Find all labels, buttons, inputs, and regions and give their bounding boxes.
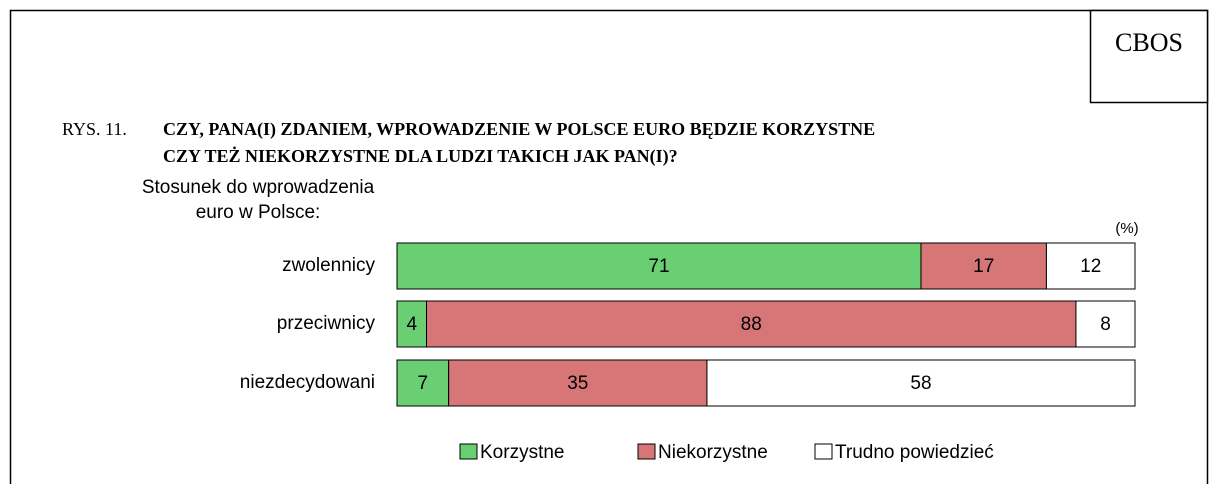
- chart-title: CZY TEŻ NIEKORZYSTNE DLA LUDZI TAKICH JA…: [163, 146, 678, 167]
- data-label: 71: [648, 256, 669, 277]
- bar-segment: [1045, 242, 1136, 290]
- data-label: 17: [973, 256, 994, 277]
- axis-label: euro w Polsce:: [196, 202, 321, 223]
- data-label: 58: [910, 373, 931, 394]
- data-label: 7: [418, 373, 429, 394]
- source-box: [1089, 9, 1209, 104]
- bar-segment: [920, 242, 1047, 290]
- y-tick-label: przeciwnicy: [277, 313, 376, 334]
- chart-title: CZY, PANA(I) ZDANIEM, WPROWADZENIE W POL…: [163, 119, 875, 140]
- data-label: 8: [1100, 314, 1111, 335]
- frame: [9, 9, 1209, 484]
- source-label: CBOS: [1115, 28, 1183, 57]
- legend-label: Korzystne: [480, 442, 564, 463]
- data-label: 35: [567, 373, 588, 394]
- title-prefix: RYS. 11.: [62, 119, 127, 139]
- axis-label: Stosunek do wprowadzenia: [142, 177, 375, 198]
- bar-segment: [448, 359, 708, 407]
- bar-segment: [396, 242, 922, 290]
- legend-label: Trudno powiedzieć: [835, 442, 994, 463]
- unit-label: (%): [1115, 220, 1138, 237]
- bar-segment: [706, 359, 1136, 407]
- data-label: 12: [1080, 256, 1101, 277]
- y-tick-label: niezdecydowani: [240, 372, 375, 393]
- legend-swatch: [814, 443, 833, 460]
- legend-swatch: [637, 443, 656, 460]
- bar-segment: [426, 300, 1077, 348]
- bar-segment: [1075, 300, 1136, 348]
- data-label: 88: [741, 314, 762, 335]
- data-label: 4: [406, 314, 417, 335]
- y-tick-label: zwolennicy: [282, 255, 375, 276]
- legend-swatch: [459, 443, 478, 460]
- legend-label: Niekorzystne: [658, 442, 768, 463]
